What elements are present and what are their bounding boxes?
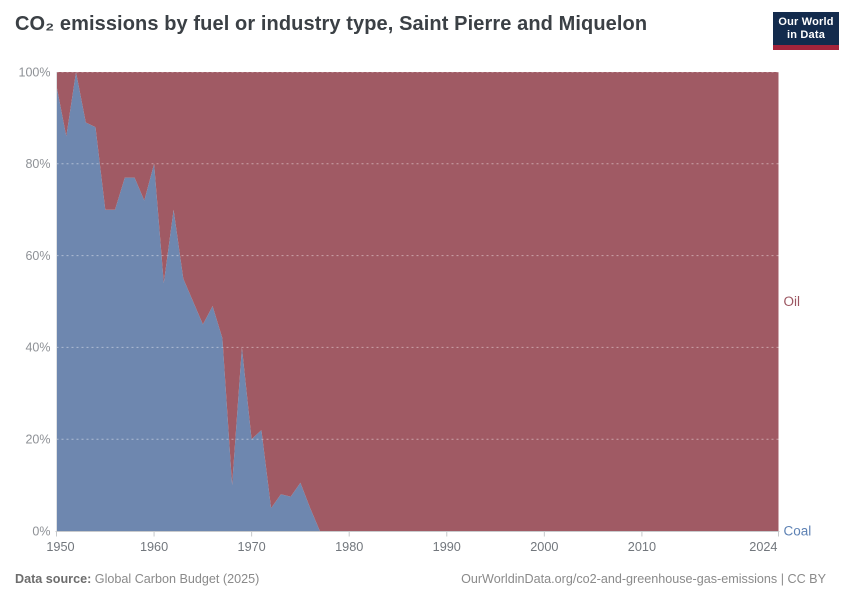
x-tick-label: 1990 bbox=[433, 540, 461, 554]
owid-logo-text-line2: in Data bbox=[786, 29, 826, 41]
y-tick-label: 0% bbox=[32, 524, 50, 538]
y-tick-label: 40% bbox=[25, 341, 50, 355]
x-tick-label: 1960 bbox=[140, 540, 168, 554]
page-title: CO₂ emissions by fuel or industry type, … bbox=[15, 13, 648, 35]
owid-logo[interactable]: Our World in Data bbox=[773, 12, 839, 50]
x-tick-label: 2010 bbox=[628, 540, 656, 554]
x-tick-label: 2000 bbox=[530, 540, 558, 554]
x-tick-label: 1970 bbox=[238, 540, 266, 554]
area-oil[interactable] bbox=[56, 72, 779, 531]
owid-logo-text-line1: Our World bbox=[778, 16, 834, 28]
stacked-area-chart[interactable]: 0% 20% 40% 60% 80% 100% 1950 1960 1970 1980 1990 20… bbox=[0, 0, 850, 560]
data-source: Data source: Global Carbon Budget (2025) bbox=[15, 572, 259, 587]
data-source-label: Data source: bbox=[15, 572, 92, 586]
series-label-oil[interactable]: Oil bbox=[784, 294, 801, 309]
page-footer: Data source: Global Carbon Budget (2025)… bbox=[15, 572, 826, 587]
x-tick-label: 1950 bbox=[46, 540, 74, 554]
x-tick-label: 2024 bbox=[749, 540, 777, 554]
credit-link[interactable]: OurWorldinData.org/co2-and-greenhouse-ga… bbox=[461, 572, 826, 586]
y-tick-label: 80% bbox=[25, 157, 50, 171]
data-source-value: Global Carbon Budget (2025) bbox=[91, 572, 260, 586]
y-tick-label: 20% bbox=[25, 433, 50, 447]
y-tick-label: 60% bbox=[25, 249, 50, 263]
x-tick-label: 1980 bbox=[335, 540, 363, 554]
series-label-coal[interactable]: Coal bbox=[784, 524, 812, 539]
y-tick-label: 100% bbox=[19, 65, 51, 79]
